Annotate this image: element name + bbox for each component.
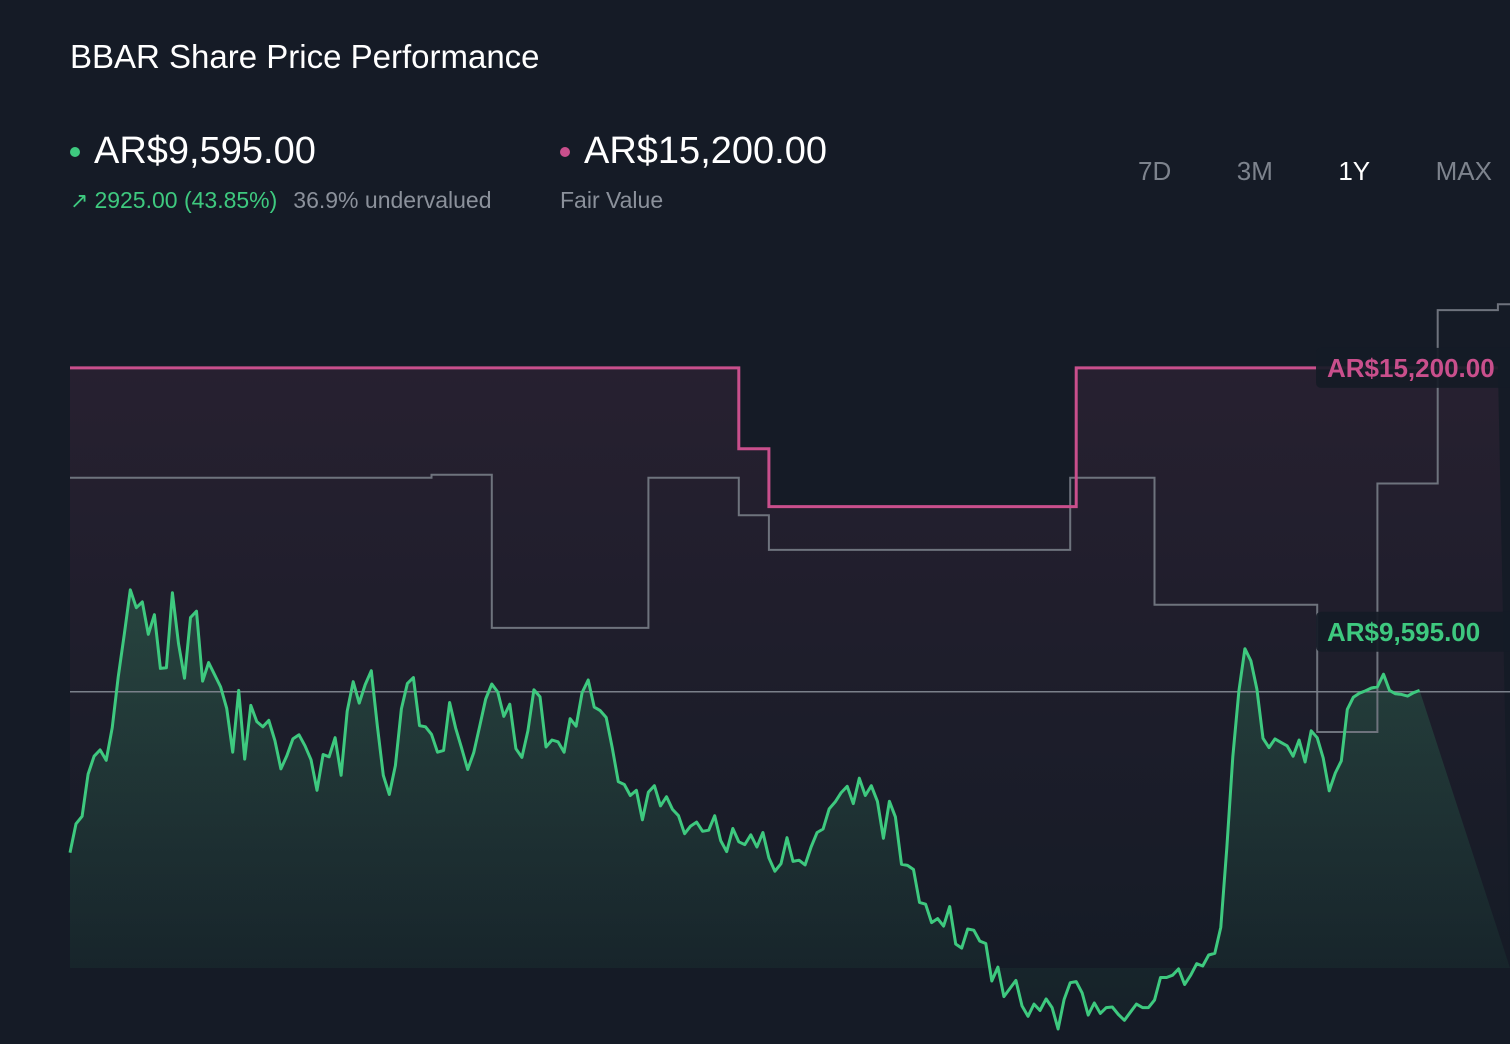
current-price-value: AR$9,595.00 — [94, 130, 316, 172]
share-price-end-label: AR$9,595.00 — [1327, 617, 1480, 647]
share-price-line — [68, 588, 1421, 1031]
range-3m[interactable]: 3M — [1236, 156, 1273, 186]
range-7d[interactable]: 7D — [1138, 156, 1172, 186]
price-change: 2925.00 (43.85%) — [94, 187, 278, 213]
fair-value-line — [70, 366, 1498, 509]
trend-up-arrow-icon: ↗ — [70, 187, 89, 213]
share-price-area — [70, 589, 1510, 1029]
fair-value-label: Fair Value — [560, 187, 664, 213]
analyst-estimate-line — [70, 303, 1510, 733]
valuation-note: 36.9% undervalued — [293, 187, 492, 213]
range-1y[interactable]: 1Y — [1338, 156, 1371, 186]
fair-value-end-label: AR$15,200.00 — [1327, 353, 1495, 383]
fair-value-block: AR$15,200.00 Fair Value — [560, 130, 827, 214]
plot-area: AR$15,200.00 AR$9,595.00 — [68, 303, 1510, 1031]
current-price-block: AR$9,595.00 ↗ 2925.00 (43.85%) 36.9% und… — [70, 130, 492, 214]
fair-value-dot — [560, 146, 570, 157]
fair-value-end-label-bg — [1316, 347, 1510, 388]
range-max[interactable]: MAX — [1435, 156, 1492, 186]
share-price-end-label-bg — [1316, 611, 1510, 652]
chart-title: BBAR Share Price Performance — [70, 38, 540, 75]
fair-value-price: AR$15,200.00 — [584, 130, 827, 172]
current-price-dot — [70, 146, 80, 157]
time-range-selector: 7D 3M 1Y MAX — [1130, 156, 1500, 187]
